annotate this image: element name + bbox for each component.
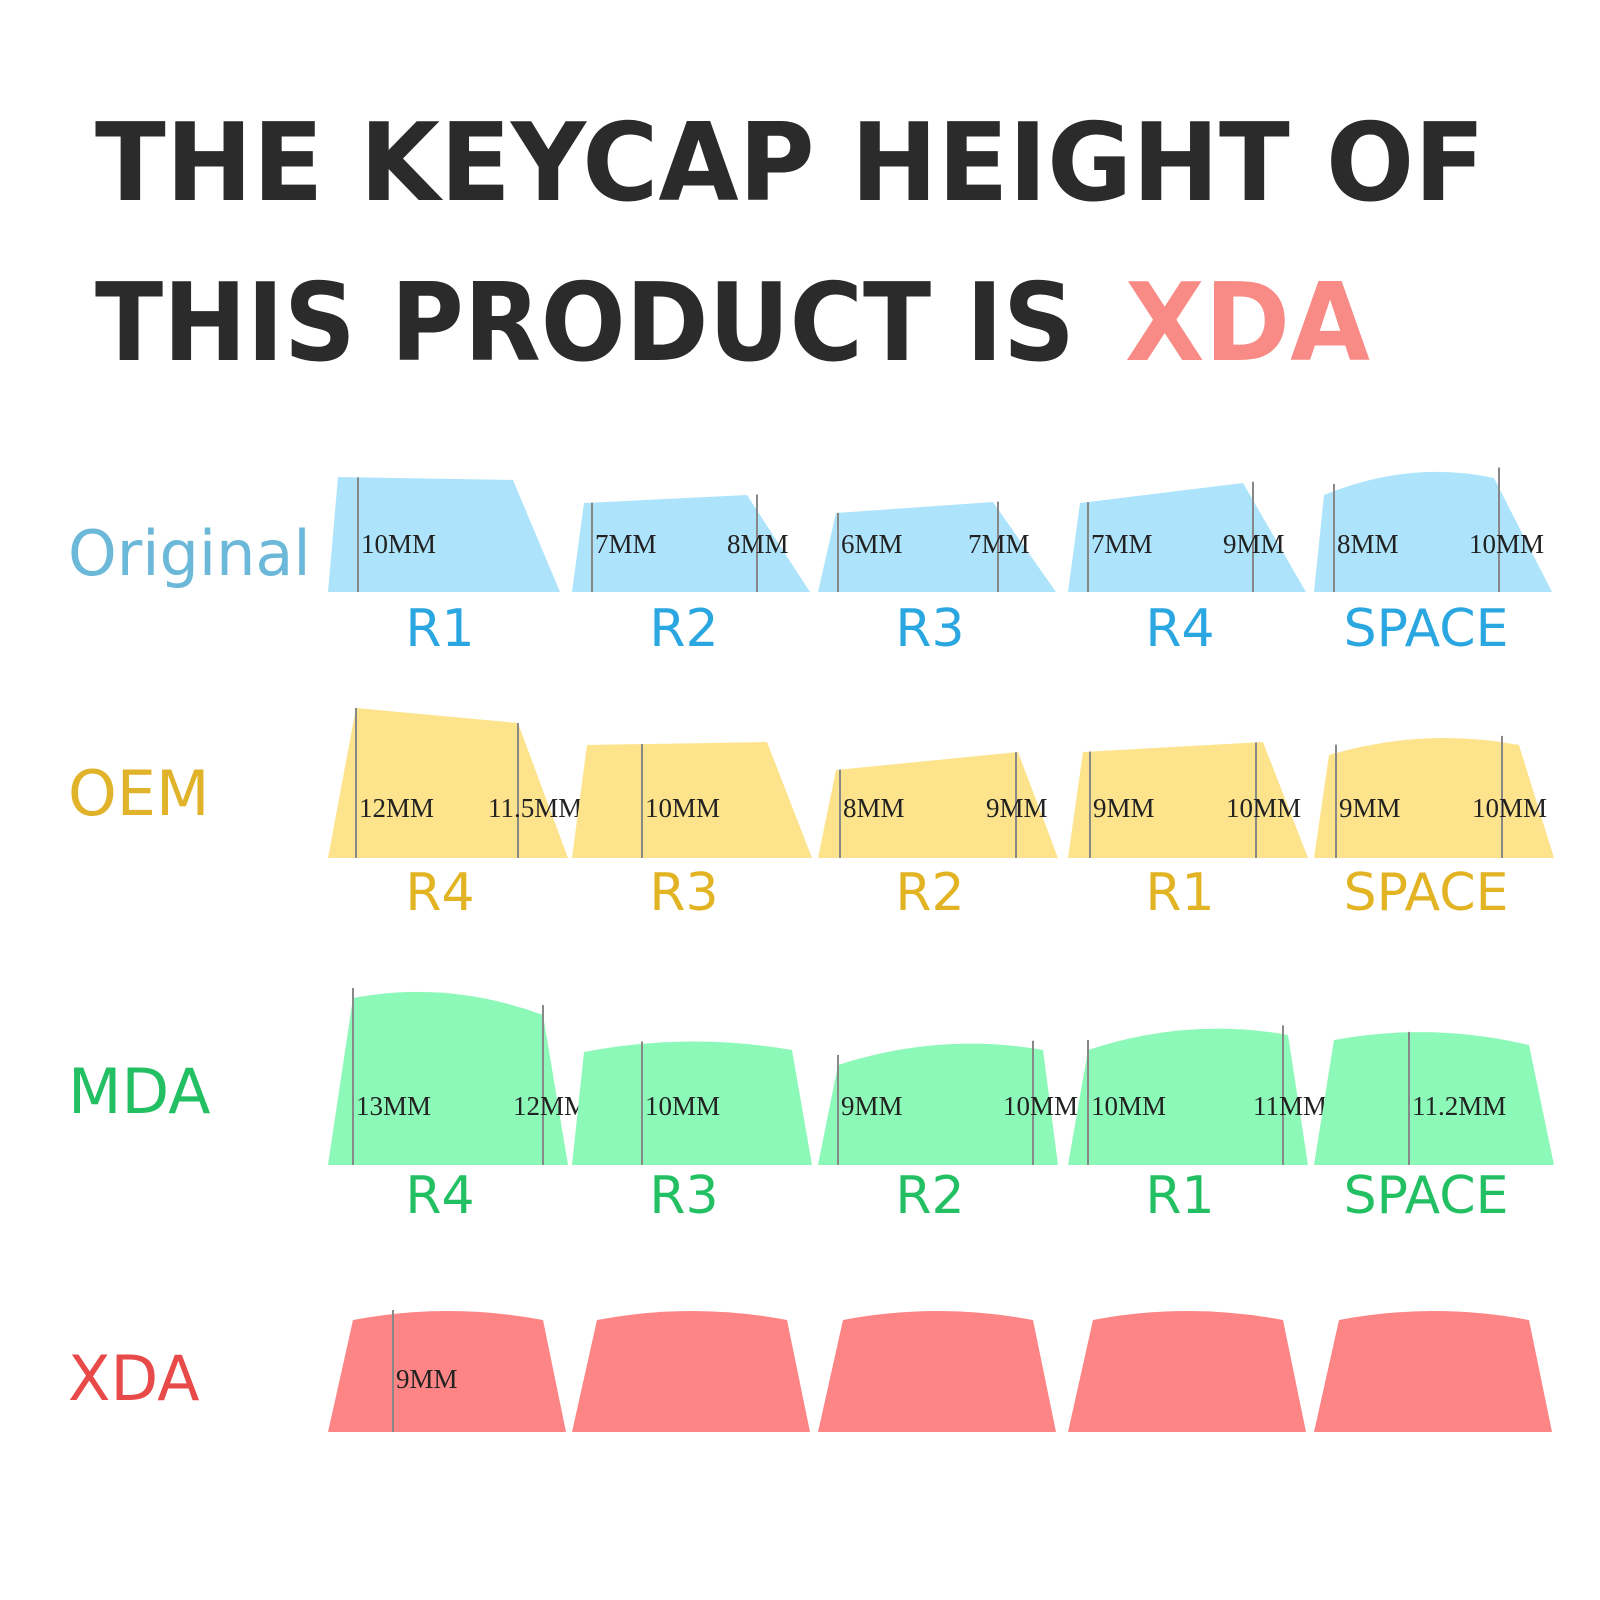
keycap	[1314, 1311, 1552, 1432]
key-label: SPACE	[1344, 1166, 1509, 1226]
key-label: R2	[895, 863, 964, 923]
profile-name: OEM	[68, 757, 209, 830]
keycap	[1068, 742, 1308, 858]
key-label: SPACE	[1344, 863, 1509, 923]
profile-name: XDA	[68, 1342, 200, 1415]
keycap	[818, 1043, 1058, 1165]
measure-label: 10MM	[1091, 1091, 1166, 1121]
measure-label: 10MM	[1003, 1091, 1078, 1121]
measure-label: 7MM	[1091, 529, 1153, 559]
keycap	[818, 502, 1056, 592]
measure-label: 8MM	[843, 793, 905, 823]
measure-label: 11.5MM	[488, 793, 582, 823]
title-line-1: THE KEYCAP HEIGHT OF	[95, 101, 1485, 226]
measure-label: 11.2MM	[1412, 1091, 1506, 1121]
keycap	[572, 1041, 812, 1165]
key-label: R2	[895, 1166, 964, 1226]
keycap	[1314, 471, 1552, 592]
key-label: R4	[1145, 599, 1214, 659]
keycap	[818, 1311, 1056, 1432]
key-label: R3	[649, 1166, 718, 1226]
measure-label: 12MM	[513, 1091, 588, 1121]
key-label: R4	[405, 863, 474, 923]
measure-label: 10MM	[361, 529, 436, 559]
key-label: R1	[1145, 863, 1214, 923]
measure-label: 12MM	[359, 793, 434, 823]
profile-name: Original	[68, 517, 311, 590]
keycap	[572, 1311, 810, 1432]
measure-label: 9MM	[1223, 529, 1285, 559]
key-label: R1	[1145, 1166, 1214, 1226]
keycap	[572, 742, 812, 858]
keycap	[572, 495, 810, 592]
key-label: SPACE	[1344, 599, 1509, 659]
measure-label: 7MM	[968, 529, 1030, 559]
measure-label: 9MM	[1093, 793, 1155, 823]
measure-label: 6MM	[841, 529, 903, 559]
measure-label: 8MM	[727, 529, 789, 559]
measure-label: 10MM	[645, 793, 720, 823]
title-line-2: THIS PRODUCT IS	[95, 261, 1075, 386]
measure-label: 11MM	[1253, 1091, 1327, 1121]
keycap	[1068, 1028, 1308, 1165]
measure-label: 9MM	[986, 793, 1048, 823]
key-label: R3	[895, 599, 964, 659]
keycap	[1314, 737, 1554, 858]
keycap	[1314, 1032, 1554, 1165]
profile-name: MDA	[68, 1055, 211, 1128]
key-label: R3	[649, 863, 718, 923]
keycap	[328, 708, 568, 858]
key-label: R4	[405, 1166, 474, 1226]
measure-label: 7MM	[595, 529, 657, 559]
key-label: R2	[649, 599, 718, 659]
measure-label: 8MM	[1337, 529, 1399, 559]
keycap	[1068, 1311, 1306, 1432]
measure-label: 10MM	[1226, 793, 1301, 823]
measure-label: 9MM	[841, 1091, 903, 1121]
measure-label: 9MM	[1339, 793, 1401, 823]
measure-label: 10MM	[645, 1091, 720, 1121]
keycap	[328, 1311, 566, 1432]
measure-label: 10MM	[1469, 529, 1544, 559]
measure-label: 10MM	[1472, 793, 1547, 823]
key-label: R1	[405, 599, 474, 659]
measure-label: 9MM	[396, 1364, 458, 1394]
keycap	[818, 752, 1058, 858]
keycap	[1068, 483, 1306, 592]
measure-label: 13MM	[356, 1091, 431, 1121]
keycap	[328, 991, 568, 1165]
keycap	[328, 477, 560, 592]
title-highlight: XDA	[1125, 261, 1370, 386]
